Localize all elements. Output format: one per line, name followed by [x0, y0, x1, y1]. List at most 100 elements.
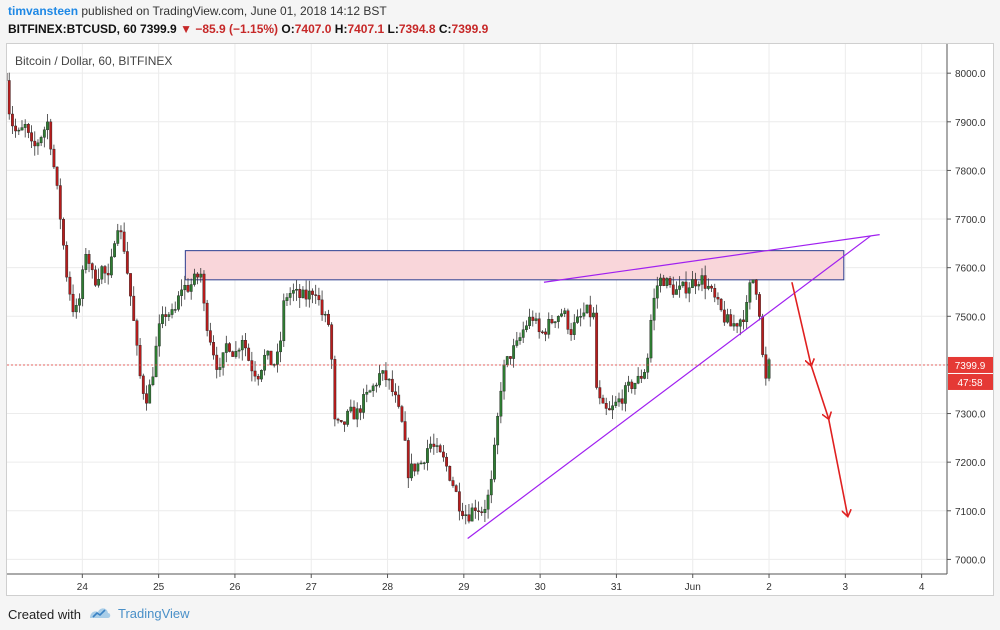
ohlc-line: BITFINEX:BTCUSD, 60 7399.9 ▼ −85.9 (−1.1… — [8, 22, 488, 36]
y-tick-label: 7700.0 — [955, 215, 986, 226]
candle-body — [65, 245, 69, 278]
candle-body — [279, 340, 282, 353]
candle-body — [224, 343, 228, 353]
projection-arrow[interactable] — [827, 418, 848, 515]
candle-body — [716, 296, 720, 300]
candle-body — [636, 375, 640, 384]
candle-body — [480, 511, 484, 513]
candle-body — [413, 463, 417, 472]
candle-body — [368, 390, 372, 393]
candle-body — [285, 297, 289, 301]
candle-body — [33, 140, 37, 147]
price-chart[interactable]: 8000.07900.07800.07700.07600.07500.07400… — [7, 44, 993, 595]
candle-body — [71, 293, 75, 313]
candle-body — [266, 350, 270, 356]
candle-body — [489, 478, 493, 496]
tradingview-brand[interactable]: TradingView — [118, 606, 190, 621]
candle-body — [260, 370, 263, 380]
candle-body — [352, 406, 356, 420]
candle-body — [754, 279, 758, 295]
candle-body — [221, 352, 225, 368]
candle-body — [151, 376, 155, 386]
candle-body — [509, 356, 512, 359]
candle-body — [145, 393, 148, 404]
last-price-label: 7399.9 — [955, 361, 986, 372]
candle-body — [138, 345, 142, 377]
candle-body — [678, 285, 682, 290]
candle-body — [608, 408, 611, 411]
candle-body — [394, 391, 397, 396]
candle-body — [569, 329, 573, 335]
candle-body — [531, 316, 535, 321]
tradingview-logo-icon[interactable] — [88, 604, 112, 622]
candle-body — [697, 284, 701, 287]
candle-body — [330, 324, 334, 360]
candle-body — [307, 290, 311, 300]
candle-body — [30, 132, 33, 142]
x-tick-label: 3 — [843, 582, 849, 593]
candle-body — [365, 391, 369, 395]
change-down-icon: ▼ — [180, 22, 192, 36]
candle-body — [403, 421, 407, 441]
chart-panel[interactable]: 8000.07900.07800.07700.07600.07500.07400… — [6, 43, 994, 596]
candle-body — [378, 373, 381, 386]
candle-body — [706, 285, 710, 289]
candle-body — [588, 304, 592, 318]
candle-body — [515, 340, 519, 346]
resistance-zone[interactable] — [184, 250, 845, 281]
candle-body — [298, 288, 302, 298]
candle-body — [639, 375, 643, 379]
candle-body — [180, 289, 184, 296]
candle-body — [726, 314, 729, 323]
candle-body — [633, 383, 637, 389]
candle-body — [81, 269, 85, 299]
candle-body — [700, 275, 704, 285]
candle-body — [14, 125, 18, 132]
candle-body — [122, 231, 126, 252]
open-label: O: — [281, 22, 295, 36]
candle-body — [534, 318, 538, 321]
candle-body — [113, 243, 116, 258]
y-tick-label: 7500.0 — [955, 312, 986, 323]
candle-body — [339, 420, 343, 422]
candle-body — [39, 137, 43, 144]
candle-body — [729, 314, 733, 327]
y-tick-label: 7600.0 — [955, 264, 986, 275]
open-value: 7407.0 — [294, 22, 332, 36]
support-trendline[interactable] — [467, 235, 871, 539]
candle-body — [521, 329, 525, 338]
candle-body — [703, 275, 707, 289]
publish-info: timvansteen published on TradingView.com… — [8, 4, 387, 18]
candle-body — [94, 269, 97, 286]
candle-body — [374, 384, 378, 387]
candle-body — [333, 359, 337, 420]
candle-body — [710, 285, 713, 289]
candle-body — [422, 462, 426, 464]
candle-body — [675, 289, 678, 295]
candle-body — [426, 448, 429, 463]
candle-body — [20, 127, 24, 131]
resistance-trendline[interactable] — [543, 234, 880, 283]
candle-body — [119, 230, 123, 233]
candle-body — [362, 394, 365, 413]
author-name[interactable]: timvansteen — [8, 4, 79, 18]
candle-body — [630, 381, 634, 389]
candle-body — [566, 310, 570, 330]
candle-body — [547, 319, 551, 335]
projection-arrow[interactable] — [791, 282, 811, 365]
candle-body — [445, 456, 448, 467]
y-tick-label: 7900.0 — [955, 118, 986, 129]
candle-body — [87, 254, 91, 264]
candle-body — [684, 281, 688, 294]
candle-body — [234, 351, 238, 357]
candle-body — [722, 309, 726, 323]
candle-body — [493, 444, 496, 480]
candle-body — [244, 340, 247, 349]
candle-body — [617, 398, 621, 403]
candle-body — [36, 142, 40, 147]
candle-body — [263, 354, 267, 371]
candle-body — [253, 370, 257, 377]
projection-arrow[interactable] — [810, 364, 829, 418]
low-value: 7394.8 — [398, 22, 436, 36]
candle-body — [132, 295, 136, 321]
